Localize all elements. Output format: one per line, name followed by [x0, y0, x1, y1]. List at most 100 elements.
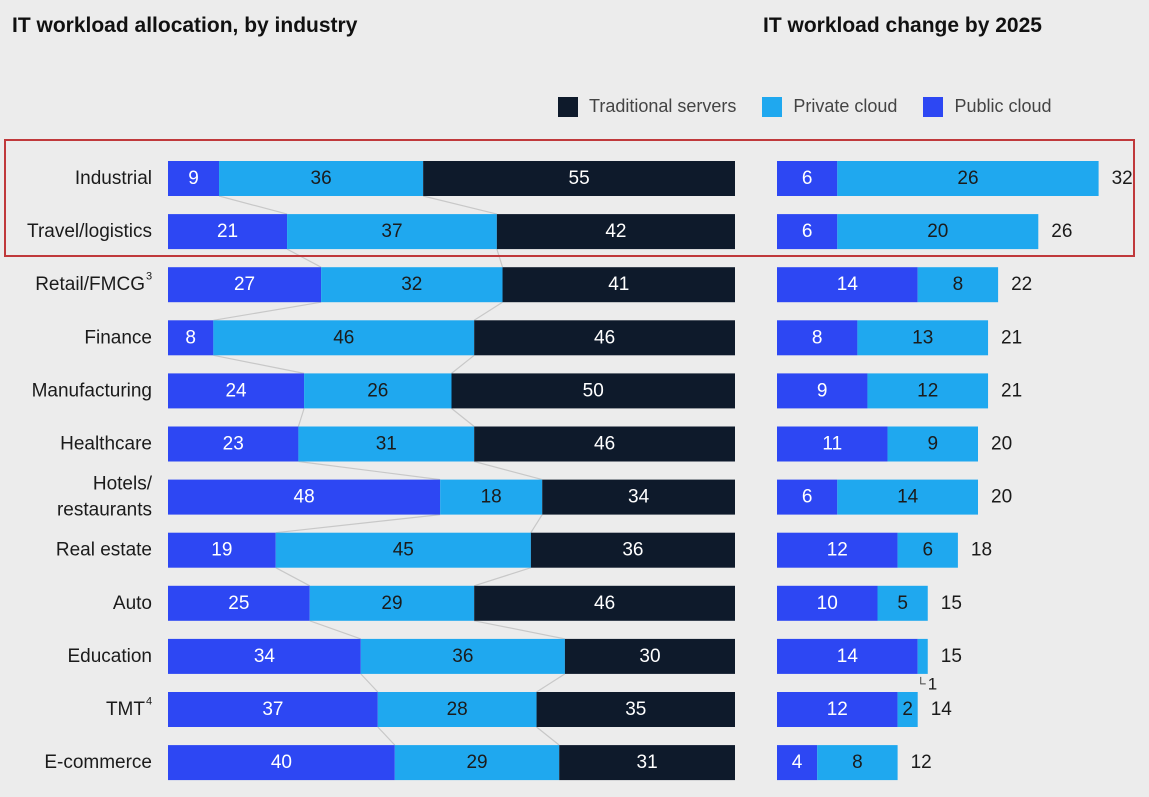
change-label-public-cloud-industrial: 6	[802, 168, 813, 189]
bar-private-cloud-e-commerce	[394, 745, 560, 781]
change-total-finance: 21	[1001, 327, 1022, 348]
change-label-public-cloud-tmt: 12	[827, 699, 848, 720]
change-label-private-cloud-real-estate: 6	[922, 540, 933, 561]
connector-1-row-9	[536, 673, 566, 693]
connector-lines	[213, 195, 566, 746]
connector-0-row-7	[275, 567, 311, 587]
label-private-cloud-manufacturing: 26	[367, 380, 388, 401]
label-private-cloud-auto: 29	[381, 593, 402, 614]
label-private-cloud-real-estate: 45	[393, 540, 414, 561]
label-traditional-servers-auto: 46	[594, 593, 615, 614]
connector-1-row-7	[473, 567, 532, 587]
change-bar-private-cloud-hotels-restaurants	[837, 479, 978, 515]
change-label-public-cloud-e-commerce: 4	[792, 752, 803, 773]
bar-traditional-servers-travel-logistics	[496, 214, 735, 250]
change-label-private-cloud-travel-logistics: 20	[927, 221, 948, 242]
bar-public-cloud-auto	[168, 585, 310, 621]
legend-swatch-private	[762, 96, 783, 117]
category-label-hotels-restaurants-line2: restaurants	[57, 500, 152, 521]
label-private-cloud-finance: 46	[333, 327, 354, 348]
label-traditional-servers-finance: 46	[594, 327, 615, 348]
label-public-cloud-hotels-restaurants: 48	[294, 487, 315, 508]
label-private-cloud-tmt: 28	[447, 699, 468, 720]
change-bar-private-cloud-real-estate	[897, 532, 958, 568]
label-traditional-servers-retail-fmcg: 41	[608, 274, 629, 295]
bar-traditional-servers-retail-fmcg	[502, 267, 735, 303]
bar-public-cloud-industrial	[168, 161, 220, 196]
category-label-travel-logistics: Travel/logistics	[27, 221, 152, 242]
bar-public-cloud-finance	[168, 320, 214, 356]
bar-traditional-servers-real-estate	[530, 532, 735, 568]
change-bar-public-cloud-hotels-restaurants	[777, 479, 838, 515]
label-traditional-servers-travel-logistics: 42	[605, 221, 626, 242]
bar-public-cloud-manufacturing	[168, 373, 305, 409]
change-bar-private-cloud-industrial	[837, 161, 1099, 196]
change-label-public-cloud-real-estate: 12	[827, 540, 848, 561]
bar-private-cloud-auto	[309, 585, 475, 621]
change-total-auto: 15	[941, 593, 962, 614]
change-label-private-cloud-industrial: 26	[957, 168, 978, 189]
label-private-cloud-e-commerce: 29	[466, 752, 487, 773]
label-traditional-servers-industrial: 55	[569, 168, 590, 189]
change-label-public-cloud-healthcare: 11	[822, 434, 842, 455]
change-total-travel-logistics: 26	[1051, 221, 1072, 242]
bar-public-cloud-tmt	[168, 692, 378, 727]
change-bar-private-cloud-tmt	[897, 692, 918, 727]
change-total-education: 15	[941, 646, 962, 667]
label-public-cloud-retail-fmcg: 27	[234, 274, 255, 295]
bar-public-cloud-healthcare	[168, 426, 299, 462]
change-label-public-cloud-retail-fmcg: 14	[837, 274, 859, 295]
connector-1-row-10	[536, 726, 560, 746]
change-label-public-cloud-travel-logistics: 6	[802, 221, 813, 242]
change-bar-public-cloud-industrial	[777, 161, 838, 196]
connector-0-row-6	[275, 514, 441, 534]
legend-item-private-cloud: Private cloud	[762, 96, 897, 117]
change-bar-private-cloud-travel-logistics	[837, 214, 1039, 250]
change-label-private-cloud-auto: 5	[897, 593, 908, 614]
bar-private-cloud-retail-fmcg	[321, 267, 503, 303]
category-label-healthcare: Healthcare	[60, 434, 152, 455]
connector-0-row-5	[298, 460, 441, 481]
label-public-cloud-tmt: 37	[262, 699, 283, 720]
bar-traditional-servers-tmt	[536, 692, 735, 727]
category-label-auto: Auto	[113, 593, 152, 614]
bar-public-cloud-travel-logistics	[168, 214, 288, 250]
bar-private-cloud-manufacturing	[304, 373, 452, 409]
change-bar-public-cloud-retail-fmcg	[777, 267, 918, 303]
connector-0-row-8	[309, 620, 361, 640]
connector-0-row-0	[218, 195, 288, 215]
connector-1-row-0	[423, 195, 498, 215]
bar-public-cloud-hotels-restaurants	[168, 479, 441, 515]
category-label-finance: Finance	[84, 327, 152, 348]
label-traditional-servers-hotels-restaurants: 34	[628, 487, 650, 508]
legend-swatch-traditional	[558, 96, 578, 117]
connector-1-row-4	[451, 407, 475, 427]
change-bar-private-cloud-e-commerce	[817, 745, 898, 781]
label-traditional-servers-manufacturing: 50	[583, 380, 604, 401]
bar-private-cloud-tmt	[377, 692, 537, 727]
label-public-cloud-e-commerce: 40	[271, 752, 292, 773]
label-public-cloud-finance: 8	[185, 327, 196, 348]
bar-public-cloud-retail-fmcg	[168, 267, 322, 303]
connector-0-row-2	[213, 301, 322, 321]
bar-traditional-servers-auto	[474, 585, 735, 621]
category-label-tmt: TMT	[106, 699, 145, 720]
change-leader-education	[920, 676, 926, 685]
change-bar-public-cloud-real-estate	[777, 532, 898, 568]
bar-traditional-servers-e-commerce	[559, 745, 735, 781]
change-label-public-cloud-education: 14	[837, 646, 859, 667]
bar-public-cloud-education	[168, 638, 361, 674]
left-chart: Industrial Travel/logistics Retail/FMCG 3 Fi…	[27, 161, 735, 781]
change-label-private-cloud-e-commerce: 8	[852, 752, 863, 773]
change-bar-public-cloud-tmt	[777, 692, 898, 727]
left-chart-title: IT workload allocation, by industry	[12, 14, 358, 37]
change-label-public-cloud-hotels-restaurants: 6	[802, 487, 813, 508]
change-total-tmt: 14	[931, 699, 953, 720]
category-label-e-commerce: E-commerce	[44, 752, 152, 773]
connector-0-row-3	[213, 354, 305, 374]
label-public-cloud-real-estate: 19	[211, 540, 232, 561]
legend-swatch-public	[923, 96, 944, 117]
bar-traditional-servers-finance	[474, 320, 735, 356]
change-bar-public-cloud-education	[777, 638, 918, 674]
